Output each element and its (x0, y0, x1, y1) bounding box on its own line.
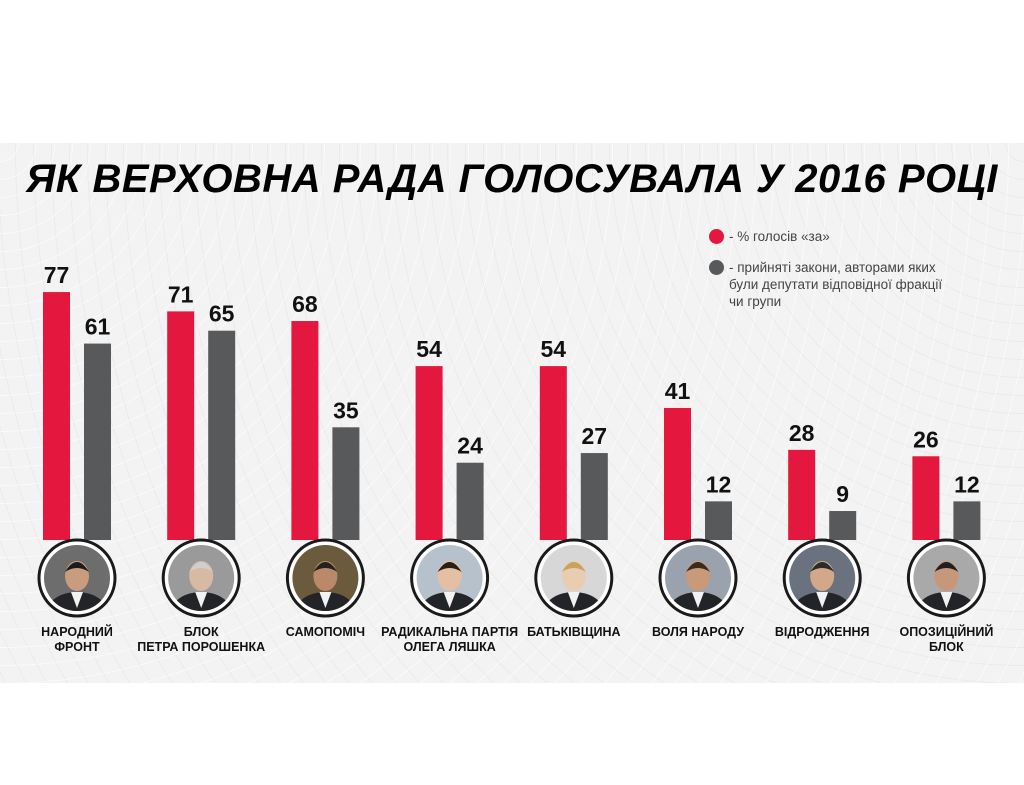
data-label: 54 (416, 336, 442, 362)
bar-laws (580, 453, 608, 540)
photo-hair (65, 562, 89, 572)
photo-suit (47, 592, 107, 611)
photo-suit (916, 592, 977, 611)
person-photo-icon (285, 538, 365, 618)
legend-swatch-gray (709, 260, 724, 275)
photo-shirt (319, 592, 332, 608)
data-label: 9 (836, 481, 849, 507)
category-label: БАТЬКІВЩИНА (527, 625, 621, 639)
data-label: 26 (913, 426, 939, 452)
photo-shirt (443, 592, 456, 608)
photo-suit (668, 592, 728, 611)
photo-content (44, 545, 110, 611)
bar-votes (415, 366, 443, 540)
data-label: 77 (44, 262, 70, 288)
bar-laws (84, 343, 111, 540)
bar-votes (664, 407, 691, 540)
bar-laws (456, 462, 484, 540)
data-label: 68 (292, 291, 318, 317)
photo-suit (543, 592, 604, 611)
data-label: 28 (789, 420, 815, 446)
bar-laws (208, 330, 236, 540)
data-label: 24 (457, 433, 483, 459)
photo-content (665, 545, 731, 611)
category-label: ОПОЗИЦІЙНИЙ БЛОК (899, 625, 994, 654)
photo-suit (295, 592, 356, 611)
bar-votes (788, 449, 816, 540)
photo-shirt (816, 592, 829, 608)
bar-votes (167, 311, 195, 540)
photo-shirt (195, 592, 208, 608)
photo-content (789, 545, 856, 611)
photo-shirt (567, 592, 580, 608)
photo-hair (810, 562, 835, 572)
bar-votes (912, 456, 940, 540)
photo-shirt (692, 592, 704, 608)
photo-suit (419, 592, 480, 611)
person-photo-icon (410, 538, 490, 618)
photo-content (913, 545, 980, 611)
bar-votes (43, 292, 70, 540)
data-label: 61 (85, 314, 111, 340)
data-label: 41 (665, 378, 691, 404)
data-label: 65 (209, 301, 235, 327)
data-label: 27 (582, 423, 608, 449)
photo-hair (934, 562, 959, 572)
bar-votes (539, 366, 567, 540)
bar-laws (332, 427, 360, 540)
person-photo-icon (161, 538, 241, 618)
photo-content (540, 545, 607, 611)
legend-label-votes: - % голосів «за» (729, 229, 830, 244)
bar-laws (953, 501, 981, 540)
category-label: БЛОК ПЕТРА ПОРОШЕНКА (137, 625, 266, 654)
photo-hair (437, 562, 462, 572)
category-label: НАРОДНИЙ ФРОНТ (41, 625, 113, 654)
photo-content (168, 545, 235, 611)
photo-hair (561, 562, 586, 572)
bar-votes (291, 321, 319, 540)
category-label: САМОПОМІЧ (285, 625, 366, 639)
category-label: РАДИКАЛЬНА ПАРТІЯ ОЛЕГА ЛЯШКА (381, 625, 519, 654)
data-label: 12 (954, 471, 980, 497)
photo-content (292, 545, 359, 611)
bar-laws (705, 501, 732, 540)
photo-content (416, 545, 483, 611)
photo-shirt (71, 592, 83, 608)
photo-suit (171, 592, 232, 611)
legend-swatch-red (709, 229, 724, 244)
bar-laws (829, 511, 857, 540)
photo-hair (686, 562, 710, 572)
photo-hair (313, 562, 338, 572)
photo-suit (792, 592, 853, 611)
data-label: 54 (541, 336, 567, 362)
person-photo-icon (37, 538, 117, 618)
category-label: ВІДРОДЖЕННЯ (774, 625, 870, 639)
data-label: 12 (706, 471, 732, 497)
data-label: 35 (333, 397, 359, 423)
person-photo-icon (534, 538, 614, 618)
photo-hair (189, 562, 214, 572)
data-label: 71 (168, 281, 194, 307)
person-photo-icon (906, 538, 986, 618)
category-label: ВОЛЯ НАРОДУ (652, 625, 744, 639)
person-photo-icon (658, 538, 738, 618)
photo-shirt (940, 592, 953, 608)
legend-label-laws: - прийняті закони, авторами яких були де… (729, 260, 943, 309)
person-photo-icon (782, 538, 862, 618)
chart-title: ЯК ВЕРХОВНА РАДА ГОЛОСУВАЛА У 2016 РОЦІ (26, 157, 998, 201)
